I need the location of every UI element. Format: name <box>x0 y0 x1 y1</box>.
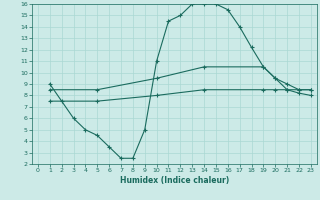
X-axis label: Humidex (Indice chaleur): Humidex (Indice chaleur) <box>120 176 229 185</box>
